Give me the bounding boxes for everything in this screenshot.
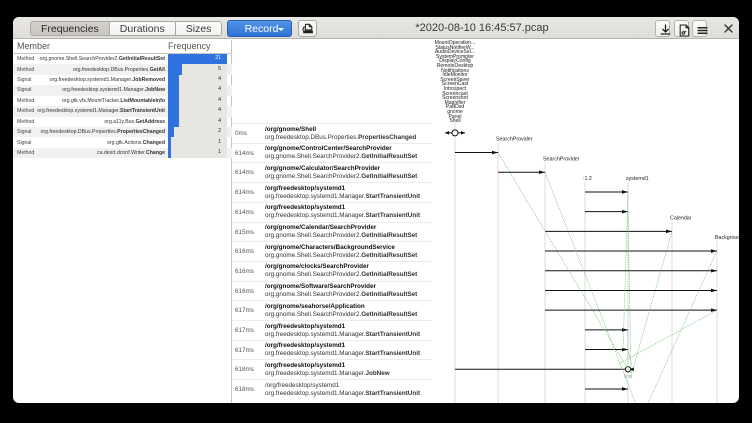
svg-text:SearchProvider: SearchProvider <box>496 137 533 143</box>
svg-text:Calendar: Calendar <box>670 216 692 222</box>
svg-text:SearchProvider: SearchProvider <box>543 156 580 162</box>
svg-text:systemd1: systemd1 <box>626 176 649 182</box>
svg-text::1.2: :1.2 <box>583 176 592 182</box>
svg-text:BackgroundServ...: BackgroundServ... <box>715 235 739 241</box>
